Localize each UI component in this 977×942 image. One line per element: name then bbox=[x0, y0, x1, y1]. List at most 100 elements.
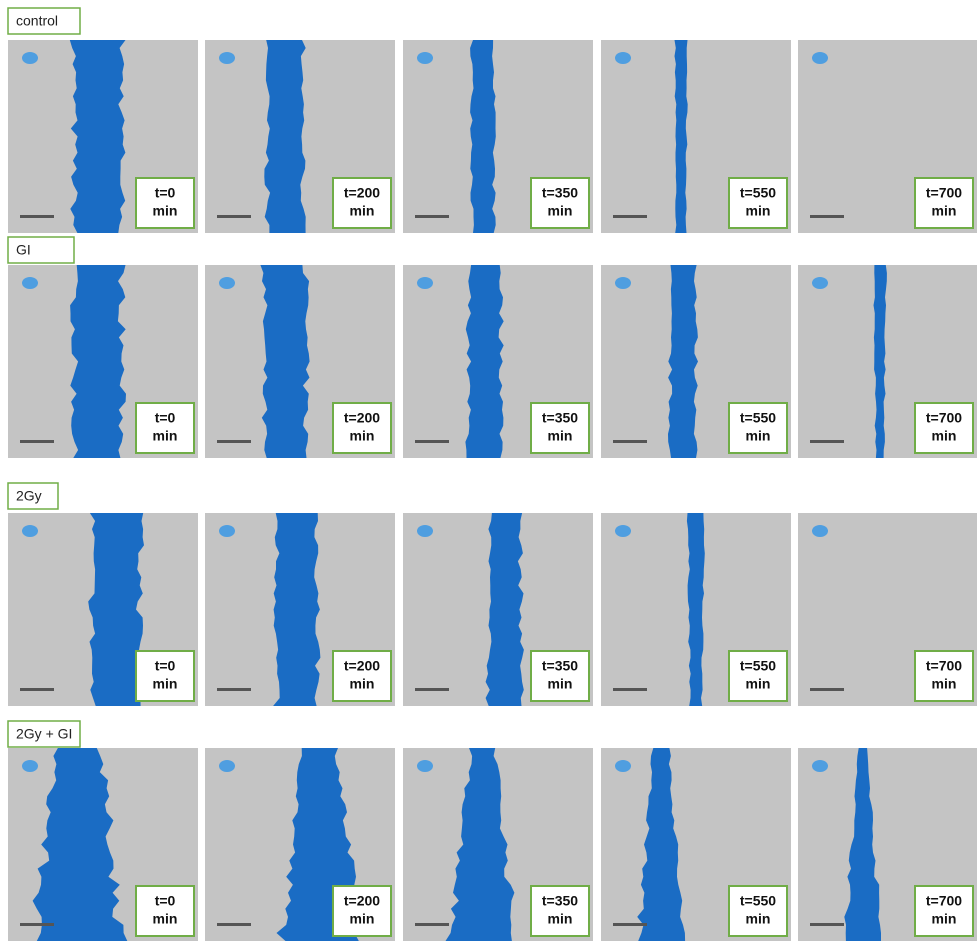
marker-blob bbox=[22, 52, 38, 64]
row-label: GI bbox=[16, 242, 31, 258]
micrograph: t=350 min bbox=[403, 748, 593, 941]
time-label: t=350 bbox=[542, 893, 578, 909]
scale-bar bbox=[613, 215, 647, 218]
scale-bar bbox=[415, 215, 449, 218]
time-unit: min bbox=[746, 428, 771, 444]
figure: controlt=0mint=200mint=350mint=550mint=7… bbox=[0, 0, 977, 942]
time-unit: min bbox=[153, 428, 178, 444]
time-unit: min bbox=[153, 911, 178, 927]
gap-region bbox=[470, 40, 496, 233]
scale-bar bbox=[217, 440, 251, 443]
marker-blob bbox=[22, 525, 38, 537]
scale-bar bbox=[613, 440, 647, 443]
time-label: t=350 bbox=[542, 410, 578, 426]
scale-bar bbox=[613, 923, 647, 926]
scale-bar bbox=[217, 923, 251, 926]
row-label: 2Gy + GI bbox=[16, 726, 72, 742]
micrograph: t=700 min bbox=[798, 748, 977, 941]
micrograph: t=0 min bbox=[8, 265, 198, 458]
time-unit: min bbox=[746, 203, 771, 219]
time-label: t=550 bbox=[740, 185, 776, 201]
scale-bar bbox=[20, 688, 54, 691]
micrograph: t=0 min bbox=[8, 748, 198, 941]
time-label: t=700 bbox=[926, 658, 962, 674]
row: 2Gy + GIt=0mint=200mint=350mint=550mint=… bbox=[8, 721, 977, 941]
micrograph: t=550 min bbox=[601, 513, 791, 706]
time-unit: min bbox=[932, 676, 957, 692]
time-unit: min bbox=[548, 676, 573, 692]
scale-bar bbox=[217, 688, 251, 691]
marker-blob bbox=[615, 277, 631, 289]
micrograph: t=350 min bbox=[403, 265, 593, 458]
scale-bar bbox=[810, 440, 844, 443]
micrograph: t=550 min bbox=[601, 40, 791, 233]
marker-blob bbox=[22, 277, 38, 289]
time-label: t=700 bbox=[926, 893, 962, 909]
scale-bar bbox=[810, 923, 844, 926]
time-label: t=200 bbox=[344, 410, 380, 426]
micrograph: t=200 min bbox=[205, 265, 395, 458]
time-unit: min bbox=[932, 428, 957, 444]
time-unit: min bbox=[153, 676, 178, 692]
scale-bar bbox=[415, 440, 449, 443]
gap-region bbox=[675, 40, 688, 233]
micrograph: t=200 min bbox=[205, 748, 395, 941]
gap-region bbox=[465, 265, 503, 458]
time-unit: min bbox=[548, 911, 573, 927]
scale-bar bbox=[810, 688, 844, 691]
marker-blob bbox=[417, 760, 433, 772]
scale-bar bbox=[415, 688, 449, 691]
row-label: control bbox=[16, 13, 58, 29]
time-unit: min bbox=[548, 203, 573, 219]
marker-blob bbox=[615, 760, 631, 772]
time-label: t=550 bbox=[740, 893, 776, 909]
micrograph: t=700 min bbox=[798, 265, 977, 458]
micrograph: t=350min bbox=[403, 40, 593, 233]
scale-bar bbox=[20, 440, 54, 443]
micrograph: t=0 min bbox=[8, 513, 198, 706]
time-label: t=700 bbox=[926, 185, 962, 201]
time-label: t=0 bbox=[155, 185, 176, 201]
time-label: t=200 bbox=[344, 893, 380, 909]
time-unit: min bbox=[932, 911, 957, 927]
gap-region bbox=[264, 40, 305, 233]
scale-bar bbox=[810, 215, 844, 218]
marker-blob bbox=[417, 525, 433, 537]
time-label: t=700 bbox=[926, 410, 962, 426]
marker-blob bbox=[615, 52, 631, 64]
micrograph: t=550min bbox=[601, 265, 791, 458]
gap-region bbox=[668, 265, 698, 458]
time-label: t=0 bbox=[155, 893, 176, 909]
gap-region bbox=[70, 40, 126, 233]
row: controlt=0mint=200mint=350mint=550mint=7… bbox=[8, 8, 977, 233]
time-unit: min bbox=[350, 428, 375, 444]
row: 2Gyt=0mint=200mint=350mint=550mint=700mi… bbox=[8, 483, 977, 706]
gap-region bbox=[260, 265, 309, 458]
time-unit: min bbox=[548, 428, 573, 444]
scale-bar bbox=[217, 215, 251, 218]
marker-blob bbox=[615, 525, 631, 537]
scale-bar bbox=[20, 215, 54, 218]
marker-blob bbox=[22, 760, 38, 772]
time-unit: min bbox=[746, 676, 771, 692]
time-unit: min bbox=[350, 911, 375, 927]
micrograph: t=350min bbox=[403, 513, 593, 706]
time-label: t=0 bbox=[155, 410, 176, 426]
marker-blob bbox=[219, 277, 235, 289]
time-label: t=200 bbox=[344, 185, 380, 201]
scale-bar bbox=[415, 923, 449, 926]
marker-blob bbox=[219, 525, 235, 537]
time-label: t=550 bbox=[740, 658, 776, 674]
row: GIt=0mint=200mint=350mint=550mint=700min bbox=[8, 237, 977, 458]
time-unit: min bbox=[153, 203, 178, 219]
time-label: t=200 bbox=[344, 658, 380, 674]
time-label: t=0 bbox=[155, 658, 176, 674]
scale-bar bbox=[613, 688, 647, 691]
marker-blob bbox=[812, 760, 828, 772]
marker-blob bbox=[417, 277, 433, 289]
gap-region bbox=[273, 513, 320, 706]
micrograph: t=0 min bbox=[8, 40, 198, 233]
marker-blob bbox=[812, 525, 828, 537]
